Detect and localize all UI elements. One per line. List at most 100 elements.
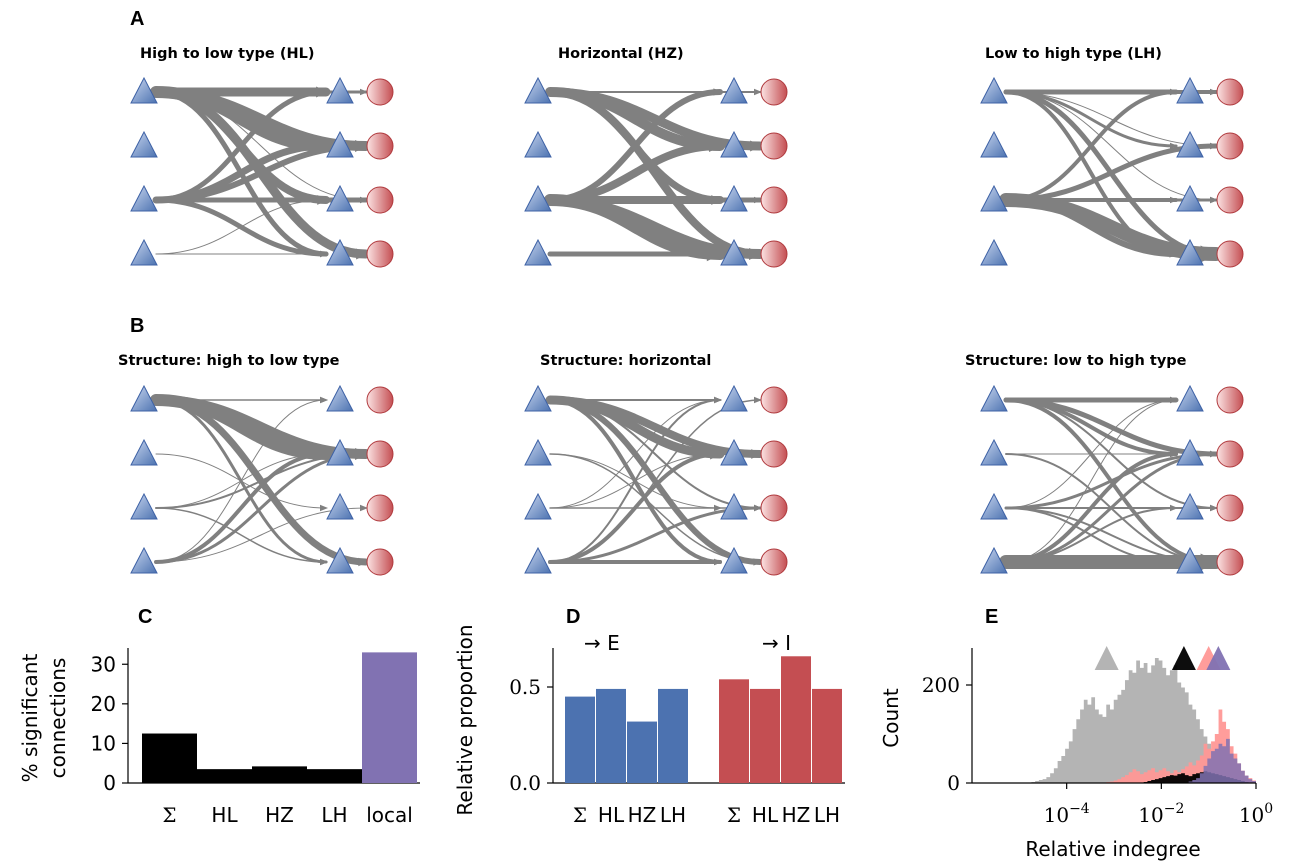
c-ylabel-line-1: % significant [18,654,42,783]
inhibitory-neuron-circle [1216,440,1244,468]
connection-edge [1005,399,1177,509]
connection-arrowhead [754,504,762,512]
target-neuron-triangle [1176,184,1204,212]
d-ylabel: Relative proportion [453,624,477,815]
c-bar [197,769,252,783]
e-ylabel: Count [879,688,903,748]
structure-title-lh: Structure: low to high type [965,353,1187,369]
connection-edge [546,88,764,258]
c-bar [252,766,307,783]
e-xlabel: Relative indegree [1025,837,1200,861]
connection-arrowhead [1170,504,1178,512]
d-xtick-label: HZ [782,803,811,827]
connection-arrowhead [750,140,762,152]
source-neuron-triangle [524,492,552,520]
e-mean-marker [1094,646,1119,670]
connection-arrowhead [360,88,368,96]
d-bar [627,721,657,783]
inhibitory-neuron-circle [366,78,394,106]
inhibitory-neuron-circle [366,186,394,214]
e-xtick-label: 10−4 [1044,801,1090,827]
source-neuron-triangle [130,546,158,574]
network-b2 [980,384,1244,576]
source-neuron-triangle [980,438,1008,466]
inhibitory-neuron-circle [366,132,394,160]
target-neuron-triangle [326,130,354,158]
connection-arrowhead [1210,504,1218,512]
inhibitory-neuron-circle [760,440,788,468]
inhibitory-neuron-circle [366,440,394,468]
connection-arrowhead [1170,450,1178,458]
d-bar [812,688,842,783]
source-neuron-triangle [980,76,1008,104]
d-bar [750,688,780,783]
connection-edge [549,399,721,563]
connection-arrowhead [1210,450,1218,458]
c-xtick-label: local [366,803,413,827]
d-bar [565,696,595,783]
c-ytick-label: 30 [91,652,116,676]
target-neuron-triangle [1176,438,1204,466]
source-neuron-triangle [980,184,1008,212]
connection-edge [549,399,721,509]
target-neuron-triangle [720,76,748,104]
target-neuron-triangle [1176,546,1204,574]
chart-c: % significant connections 0 10 20 30 Σ HL HZ LH… [18,648,420,827]
connection-arrowhead [714,250,722,258]
connection-arrowhead [360,196,368,204]
e-xtick-label: 100 [1239,801,1273,827]
target-neuron-triangle [720,438,748,466]
inhibitory-neuron-circle [760,548,788,576]
target-neuron-triangle [720,184,748,212]
network-b0 [130,384,394,576]
source-neuron-triangle [980,546,1008,574]
inhibitory-neuron-circle [760,186,788,214]
inhibitory-neuron-circle [1216,494,1244,522]
network-a0 [130,76,394,268]
inhibitory-neuron-circle [760,240,788,268]
connection-arrowhead [356,248,368,260]
connection-arrowhead [711,141,722,151]
inhibitory-neuron-circle [366,386,394,414]
d-xtick-label: HL [598,803,625,827]
source-neuron-triangle [130,184,158,212]
d-bar [596,688,626,783]
connection-edge [155,199,327,255]
target-neuron-triangle [720,492,748,520]
e-ytick-label: 200 [922,673,960,697]
connection-edge [1005,91,1217,201]
target-neuron-triangle [326,438,354,466]
e-histogram-series [1027,658,1256,783]
connection-arrowhead [320,558,328,566]
c-xtick-label: LH [321,803,347,827]
connection-edge [155,91,367,201]
d-xtick-label: HZ [628,803,657,827]
connection-arrowhead [1170,396,1178,404]
source-neuron-triangle [524,438,552,466]
inhibitory-neuron-circle [1216,240,1244,268]
d-bar [658,688,688,783]
source-neuron-triangle [524,238,552,266]
target-neuron-triangle [720,384,748,412]
source-neuron-triangle [130,130,158,158]
source-neuron-triangle [130,76,158,104]
source-neuron-triangle [524,384,552,412]
connection-arrowhead [754,196,762,204]
target-neuron-triangle [1176,130,1204,158]
connection-edge [155,399,327,563]
connection-arrowhead [754,88,762,96]
connection-edge [1003,197,1179,257]
target-neuron-triangle [720,130,748,158]
panel-label-b: B [130,315,144,337]
inhibitory-neuron-circle [1216,386,1244,414]
d-xtick-label: Σ [573,803,587,827]
target-neuron-triangle [326,546,354,574]
connection-edge [548,452,722,564]
inhibitory-neuron-circle [1216,78,1244,106]
network-title-hz: Horizontal (HZ) [558,46,684,62]
e-mean-marker [1171,646,1196,670]
target-neuron-triangle [326,492,354,520]
connection-arrowhead [714,450,722,458]
source-neuron-triangle [524,184,552,212]
